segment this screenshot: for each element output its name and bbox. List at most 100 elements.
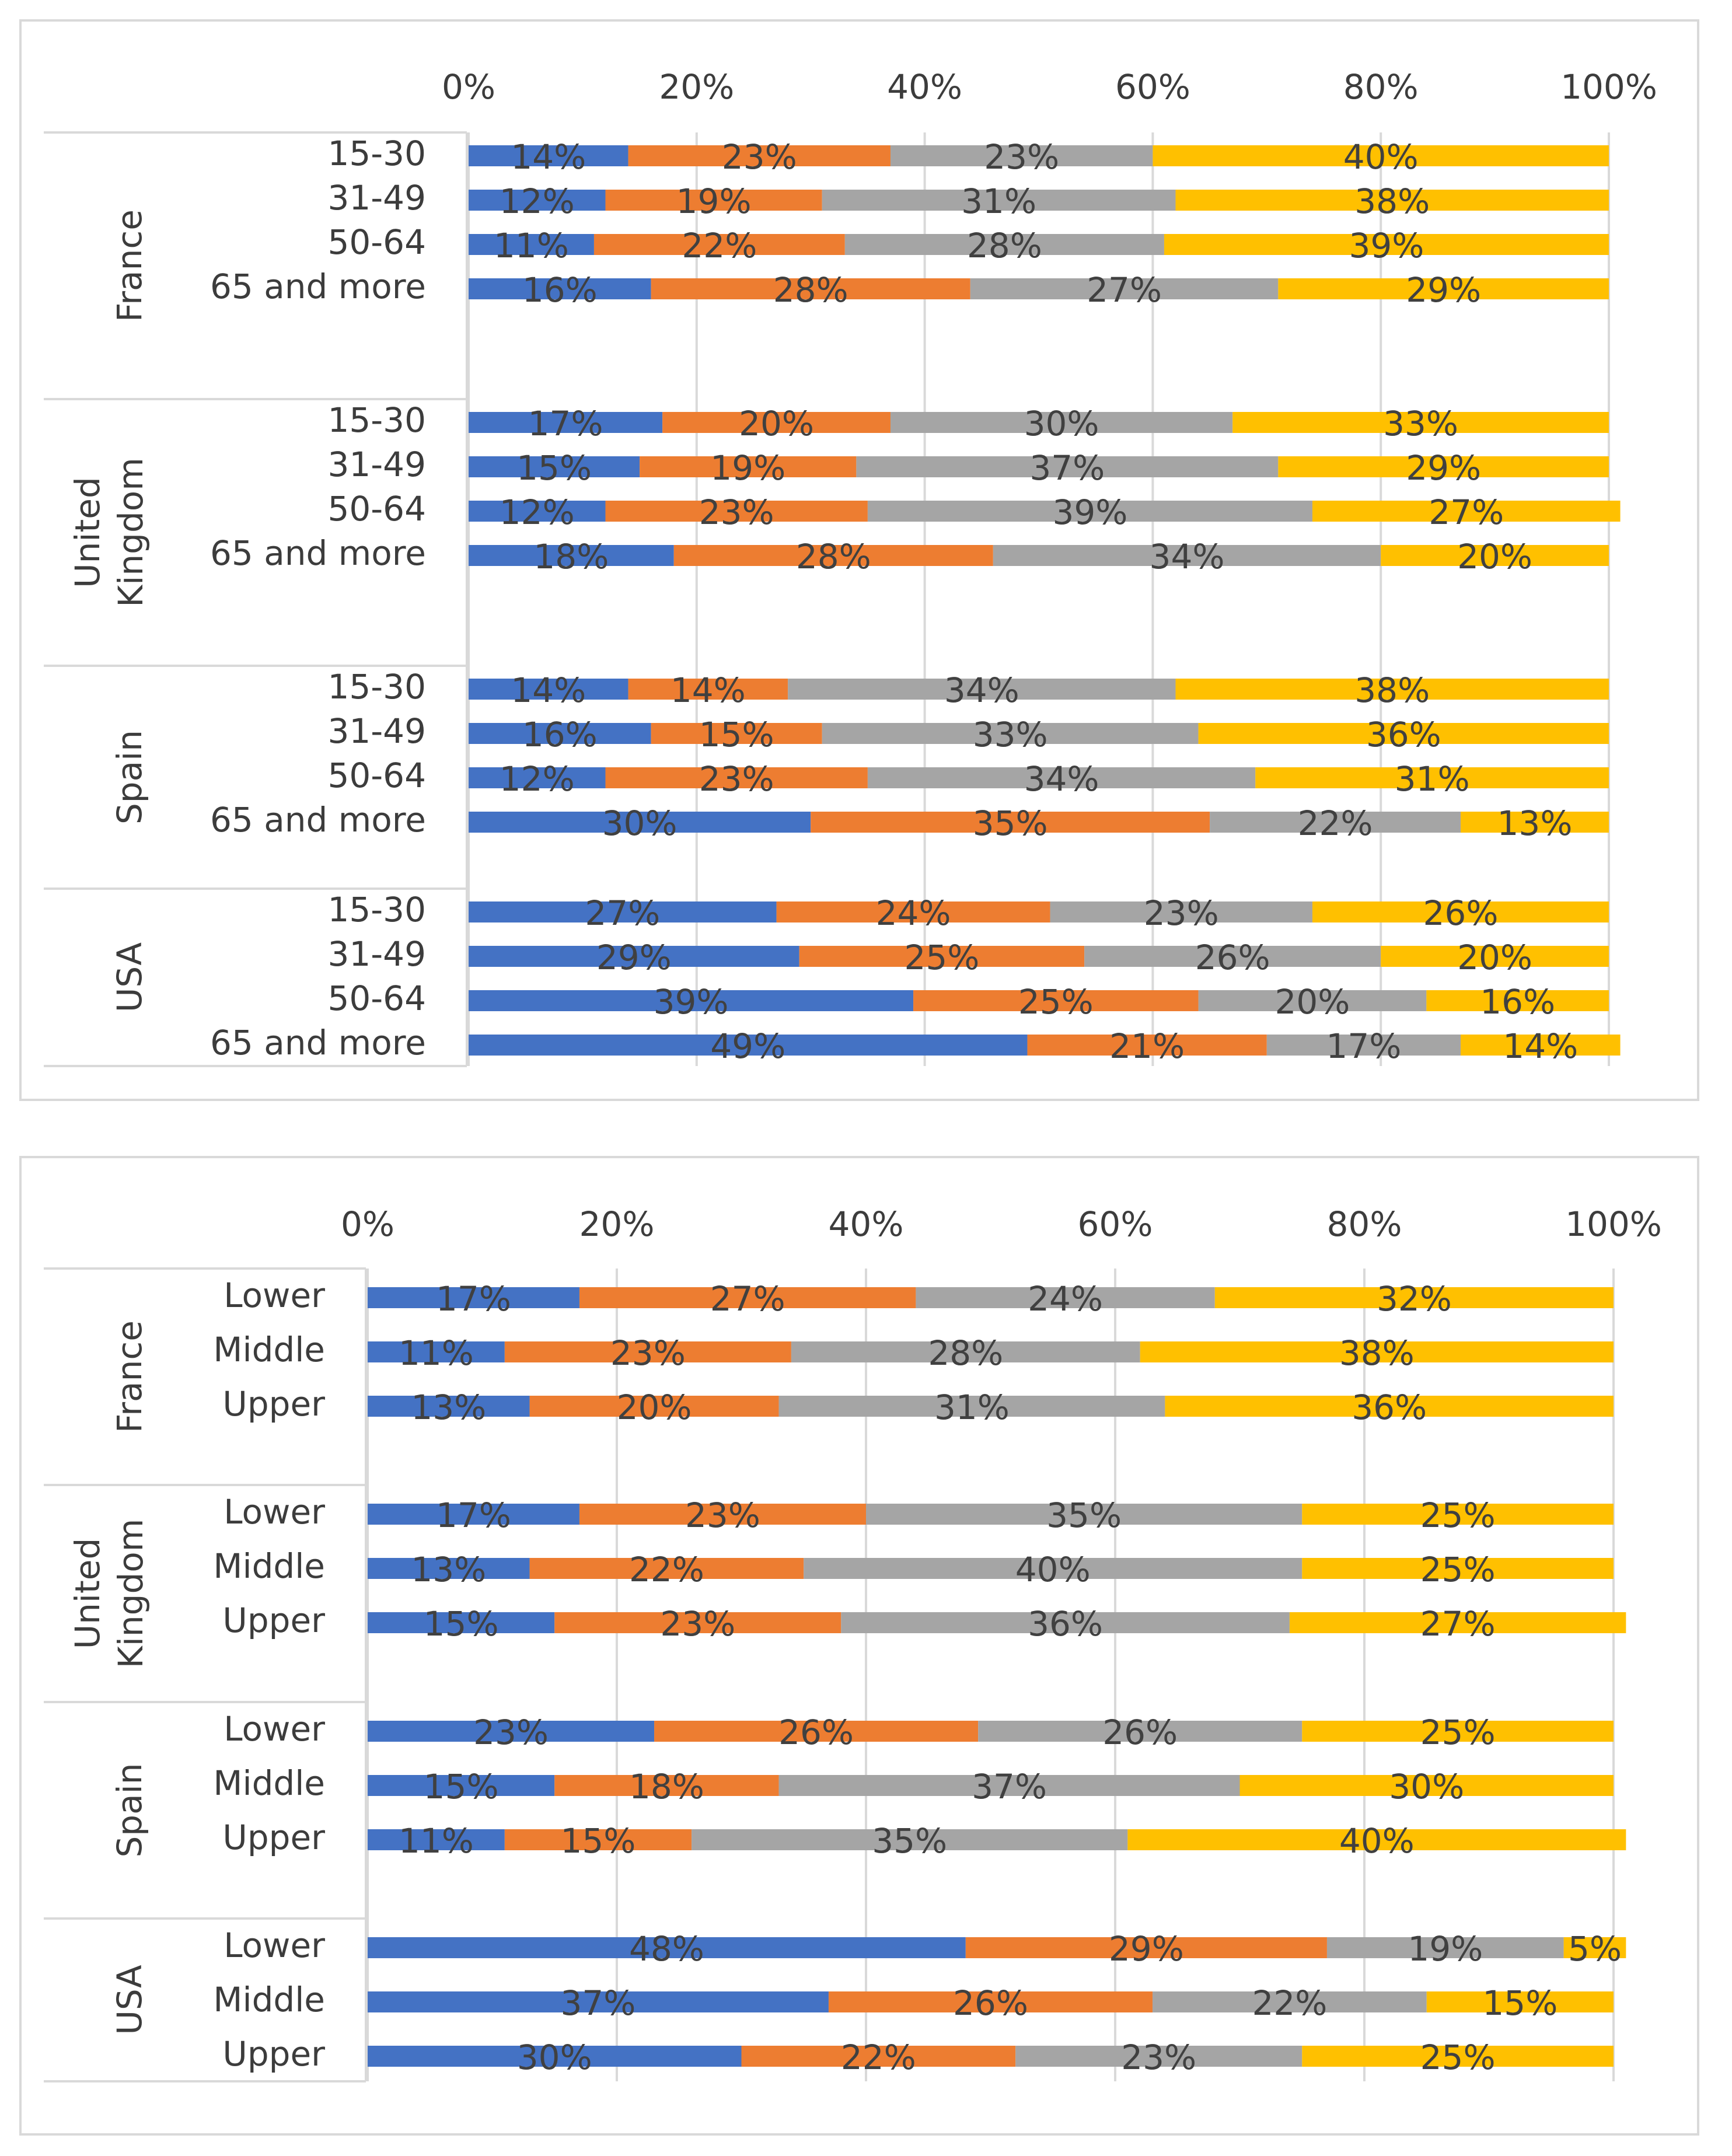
- data-label: 31%: [1395, 759, 1470, 799]
- bar-segment-orange: [654, 1721, 979, 1742]
- bar-segment-blue: [368, 2046, 742, 2067]
- data-label: 15%: [516, 448, 592, 488]
- data-label: 34%: [944, 670, 1019, 710]
- x-tick-label: 80%: [1327, 1204, 1402, 1244]
- data-label: 25%: [1420, 1713, 1496, 1752]
- data-label: 14%: [1503, 1026, 1578, 1066]
- group-label-line: Kingdom: [111, 457, 151, 607]
- bar-segment-blue: [368, 1504, 579, 1525]
- bar-segment-orange: [504, 1341, 791, 1362]
- bar-segment-gray: [822, 190, 1176, 211]
- data-label: 20%: [617, 1388, 692, 1427]
- data-label: 36%: [1352, 1388, 1427, 1427]
- bar-segment-orange: [640, 456, 857, 477]
- data-label: 39%: [1052, 492, 1127, 532]
- data-label: 23%: [699, 759, 774, 799]
- category-label: Lower: [224, 1709, 325, 1749]
- x-tick-label: 60%: [1115, 67, 1190, 107]
- data-label: 26%: [953, 1983, 1028, 2023]
- data-label: 16%: [522, 715, 598, 754]
- bar-segment-blue: [368, 1829, 505, 1850]
- data-label: 5%: [1568, 1929, 1622, 1969]
- data-label: 39%: [1349, 226, 1424, 265]
- bar-segment-gray: [791, 1341, 1140, 1362]
- bar-segment-orange: [628, 679, 788, 700]
- data-label: 37%: [1029, 448, 1105, 488]
- bar-segment-orange: [662, 412, 891, 433]
- data-label: 20%: [1457, 938, 1532, 977]
- data-label: 13%: [1497, 803, 1573, 843]
- bar-segment-orange: [651, 278, 970, 299]
- group-label-line: USA: [110, 1965, 149, 2035]
- data-label: 23%: [473, 1713, 549, 1752]
- bar-segment-gray: [822, 723, 1199, 744]
- data-label: 24%: [1028, 1279, 1103, 1319]
- data-label: 35%: [872, 1821, 947, 1861]
- category-label: Lower: [224, 1276, 325, 1315]
- data-label: 34%: [1150, 537, 1225, 576]
- data-label: 17%: [436, 1279, 511, 1319]
- data-label: 23%: [610, 1333, 686, 1373]
- bar-segment-yellow: [1312, 501, 1621, 522]
- bar-segment-yellow: [1232, 412, 1609, 433]
- x-tick-label: 0%: [442, 67, 495, 107]
- data-label: 35%: [1046, 1495, 1122, 1535]
- data-label: 25%: [1420, 2038, 1496, 2077]
- data-label: 12%: [500, 181, 575, 221]
- bar-segment-blue: [368, 1287, 579, 1308]
- bar-segment-gray: [1015, 2046, 1303, 2067]
- bar-segment-gray: [778, 1396, 1165, 1417]
- data-label: 23%: [1121, 2038, 1196, 2077]
- bar-segment-orange: [913, 990, 1199, 1011]
- group-label: France: [110, 209, 149, 322]
- data-label: 16%: [522, 270, 598, 310]
- bar-segment-orange: [799, 946, 1085, 967]
- group-label-line: Spain: [110, 730, 149, 824]
- category-label: 31-49: [327, 711, 426, 751]
- category-label: 65 and more: [210, 1023, 426, 1063]
- group-label-line: Spain: [110, 1763, 149, 1857]
- category-label: Middle: [213, 1763, 325, 1803]
- bar-segment-gray: [841, 1612, 1290, 1633]
- group-label: United Kingdom: [68, 1519, 151, 1669]
- bar-segment-orange: [1027, 1035, 1267, 1056]
- data-label: 49%: [710, 1026, 785, 1066]
- data-label: 15%: [424, 1604, 499, 1644]
- data-label: 36%: [1366, 715, 1441, 754]
- data-label: 39%: [654, 982, 729, 1022]
- category-label: 65 and more: [210, 800, 426, 840]
- bar-segment-blue: [469, 679, 628, 700]
- x-tick-label: 40%: [887, 67, 962, 107]
- data-label: 12%: [500, 492, 575, 532]
- bar-segment-gray: [856, 456, 1279, 477]
- bar-segment-gray: [916, 1287, 1215, 1308]
- bar-segment-yellow: [1563, 1937, 1626, 1958]
- group-label-line: France: [110, 1320, 149, 1433]
- data-label: 22%: [629, 1550, 704, 1589]
- bar-segment-blue: [368, 1991, 829, 2012]
- category-label: Upper: [222, 2034, 325, 2074]
- bar-segment-orange: [828, 1991, 1153, 2012]
- bar-segment-orange: [504, 1829, 692, 1850]
- x-tick-label: 20%: [579, 1204, 655, 1244]
- data-label: 20%: [1457, 537, 1532, 576]
- data-label: 27%: [710, 1279, 785, 1319]
- data-label: 36%: [1028, 1604, 1103, 1644]
- bar-segment-gray: [866, 1504, 1303, 1525]
- bar-segment-blue: [368, 1937, 966, 1958]
- bar-segment-orange: [741, 2046, 1016, 2067]
- bar-segment-yellow: [1239, 1775, 1614, 1796]
- data-label: 22%: [1252, 1983, 1327, 2023]
- bar-segment-orange: [554, 1775, 779, 1796]
- data-label: 23%: [1144, 893, 1219, 933]
- data-label: 21%: [1109, 1026, 1185, 1066]
- bar-segment-gray: [692, 1829, 1128, 1850]
- bar-segment-gray: [890, 412, 1233, 433]
- data-label: 14%: [511, 670, 586, 710]
- data-label: 28%: [928, 1333, 1003, 1373]
- category-label: 15-30: [327, 667, 426, 707]
- category-label: 15-30: [327, 400, 426, 440]
- data-label: 28%: [967, 226, 1042, 265]
- bar-segment-blue: [469, 1035, 1028, 1056]
